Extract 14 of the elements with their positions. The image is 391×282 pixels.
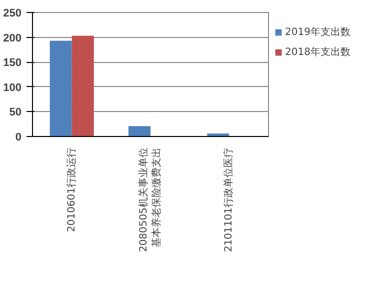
y-tick-label: 200	[3, 32, 22, 44]
x-tick-label: 2080505机关事业单位基本养老保险缴费支出	[137, 147, 163, 252]
y-tick-label: 100	[3, 82, 22, 94]
bar	[72, 36, 94, 136]
bar	[50, 40, 72, 136]
x-tick-label: 2101101行政单位医疗	[222, 147, 235, 252]
y-tick-label: 0	[15, 132, 22, 144]
y-tick-label: 50	[9, 106, 22, 119]
y-tick-label: 250	[3, 8, 22, 20]
legend-label: 2019年支出数	[285, 26, 350, 39]
y-tick-label: 150	[3, 57, 22, 70]
legend-label: 2018年支出数	[285, 46, 350, 59]
bar	[128, 126, 150, 136]
x-tick-label: 2010601行政运行	[65, 147, 78, 232]
